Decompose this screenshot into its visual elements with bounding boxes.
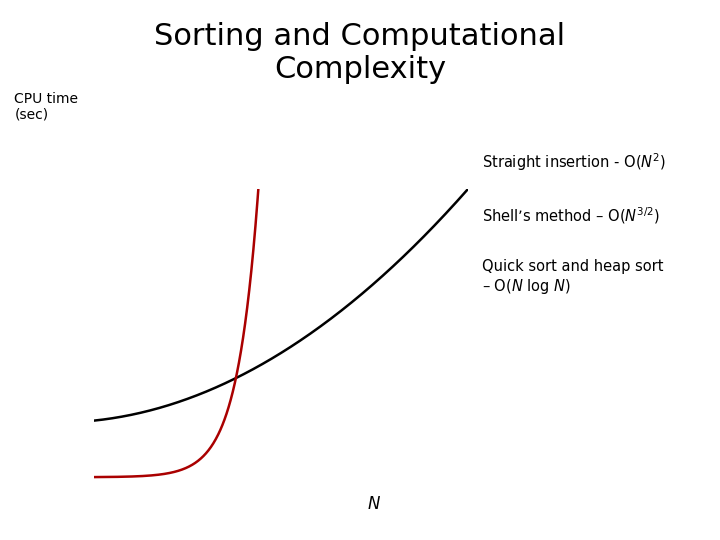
Text: Quick sort and heap sort
– O($\mathit{N}$ log $\mathit{N}$): Quick sort and heap sort – O($\mathit{N}… <box>482 259 664 296</box>
Text: CPU time
(sec): CPU time (sec) <box>14 92 78 122</box>
Text: $\mathit{N}$: $\mathit{N}$ <box>367 495 382 513</box>
Text: Straight insertion - O($\mathit{N}^{2}$): Straight insertion - O($\mathit{N}^{2}$) <box>482 151 667 173</box>
Text: Sorting and Computational
Complexity: Sorting and Computational Complexity <box>154 22 566 84</box>
Text: Shell’s method – O($\mathit{N}^{3/2}$): Shell’s method – O($\mathit{N}^{3/2}$) <box>482 205 660 226</box>
